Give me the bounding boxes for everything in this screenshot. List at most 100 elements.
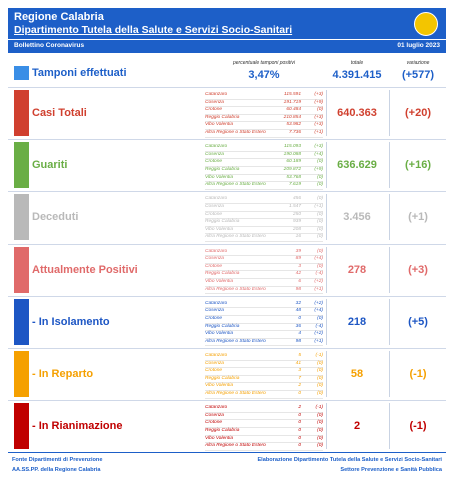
province-value: 16 xyxy=(295,234,301,240)
province-name: Catanzaro xyxy=(205,196,228,202)
province-change: (0) xyxy=(317,435,323,441)
province-row: Crotone 250 (0) xyxy=(205,212,323,220)
percent-value: 3,47% xyxy=(248,69,280,81)
province-list: Catanzaro 2 (-1) Cosenza 0 (0) Crotone 0 (0) Regg… xyxy=(205,405,323,451)
province-row: Cosenza 48 (+4) xyxy=(205,308,323,316)
province-name: Crotone xyxy=(205,211,223,217)
section-marker xyxy=(14,194,29,241)
province-name: Crotone xyxy=(205,368,223,374)
province-row: Crotone 0 (0) xyxy=(205,316,323,324)
province-value: 48 xyxy=(295,308,301,314)
province-name: Cosenza xyxy=(205,256,224,262)
section-total: 2 xyxy=(353,420,361,433)
header-rule xyxy=(8,39,446,40)
section-variation: (+1) xyxy=(408,211,428,224)
province-name: Reggio Calabria xyxy=(205,375,240,381)
province-value: 0 xyxy=(298,435,301,441)
province-row: Reggio Calabria 7 (0) xyxy=(205,376,323,384)
section-total: 636.629 xyxy=(337,159,377,172)
province-change: (-1) xyxy=(315,353,323,358)
province-name: Reggio Calabria xyxy=(205,219,240,225)
province-row: Altra Regione o Stato Estero 7.736 (+1) xyxy=(205,130,323,138)
province-value: 0 xyxy=(298,420,301,426)
section: - In Reparto Catanzaro 5 (-1) Cosenza 41 (0) Cr… xyxy=(8,348,446,399)
province-change: (+3) xyxy=(314,114,323,120)
province-change: (0) xyxy=(317,248,323,254)
column-separator xyxy=(389,142,390,189)
province-name: Vibo Valentia xyxy=(205,278,234,284)
province-change: (+4) xyxy=(314,256,323,262)
total-heading: totale xyxy=(350,60,364,66)
province-name: Catanzaro xyxy=(205,353,228,358)
province-value: 7.619 xyxy=(288,182,301,188)
section-total: 218 xyxy=(347,315,367,328)
column-separator xyxy=(389,246,390,293)
province-row: Vibo Valentia 2 (0) xyxy=(205,383,323,391)
tamponi-total: 4.391.415 xyxy=(332,69,382,81)
tamponi-label: Tamponi effettuati xyxy=(32,67,127,79)
header: Regione Calabria Dipartimento Tutela del… xyxy=(8,8,446,53)
province-value: 5 xyxy=(298,353,301,358)
province-row: Cosenza 41 (0) xyxy=(205,361,323,369)
province-value: 4 xyxy=(298,331,301,337)
section-label: Casi Totali xyxy=(32,107,87,119)
province-name: Crotone xyxy=(205,420,223,426)
province-name: Vibo Valentia xyxy=(205,174,234,180)
province-name: Cosenza xyxy=(205,360,224,366)
province-value: 32 xyxy=(295,300,301,306)
section: - In Isolamento Catanzaro 32 (+2) Cosenza 48 (… xyxy=(8,295,446,347)
tamponi-row: Tamponi effettuati percentuale tamponi p… xyxy=(8,60,446,84)
province-value: 36 xyxy=(295,323,301,329)
section-variation: (-1) xyxy=(409,368,427,380)
section-label: - In Reparto xyxy=(32,368,94,380)
section-total: 3.456 xyxy=(343,211,371,224)
section-label: - In Isolamento xyxy=(32,315,110,328)
percent-heading: percentuale tamponi positivi xyxy=(233,60,295,66)
province-value: 939 xyxy=(292,219,301,225)
province-row: Catanzaro 32 (+2) xyxy=(205,301,323,309)
province-value: 190.088 xyxy=(283,151,301,157)
province-change: (0) xyxy=(317,211,323,217)
province-row: Reggio Calabria 42 (-4) xyxy=(205,271,323,279)
province-change: (0) xyxy=(317,390,323,396)
province-name: Crotone xyxy=(205,159,223,165)
province-change: (-4) xyxy=(315,323,323,329)
province-change: (+1) xyxy=(314,338,323,344)
province-value: 208 xyxy=(292,226,301,232)
province-row: Vibo Valentia 53.768 (0) xyxy=(205,175,323,183)
province-change: (0) xyxy=(317,226,323,232)
province-name: Crotone xyxy=(205,315,223,321)
column-separator xyxy=(389,351,390,397)
province-name: Cosenza xyxy=(205,308,224,314)
section-total: 640.363 xyxy=(337,107,377,119)
province-value: 39 xyxy=(295,248,301,254)
province-value: 115.591 xyxy=(284,92,301,97)
section-label: Guariti xyxy=(32,159,68,172)
province-row: Altra Regione o Stato Estero 0 (0) xyxy=(205,391,323,399)
province-row: Cosenza 0 (0) xyxy=(205,413,323,421)
province-row: Altra Regione o Stato Estero 0 (0) xyxy=(205,443,323,451)
province-name: Altra Regione o Stato Estero xyxy=(205,129,266,135)
province-value: 1.547 xyxy=(288,203,301,209)
province-list: Catanzaro 39 (0) Cosenza 89 (+4) Crotone 3 (0) Re… xyxy=(205,249,323,295)
province-change: (+9) xyxy=(314,99,323,105)
province-change: (0) xyxy=(317,383,323,389)
province-name: Cosenza xyxy=(205,203,224,209)
section-marker xyxy=(14,298,29,345)
province-change: (+3) xyxy=(314,144,323,150)
province-row: Catanzaro 5 (-1) xyxy=(205,353,323,361)
province-value: 115.093 xyxy=(284,144,301,150)
tamponi-marker xyxy=(14,66,29,80)
province-name: Catanzaro xyxy=(205,92,228,97)
section-variation: (-1) xyxy=(409,420,427,433)
province-row: Crotone 0 (0) xyxy=(205,420,323,428)
province-name: Catanzaro xyxy=(205,144,228,150)
province-row: Catanzaro 115.591 (+3) xyxy=(205,92,323,100)
province-value: 2 xyxy=(298,405,301,411)
province-value: 98 xyxy=(295,286,301,292)
department-title: Dipartimento Tutela della Salute e Servi… xyxy=(14,24,293,36)
section: Attualmente Positivi Catanzaro 39 (0) Cosenz… xyxy=(8,243,446,295)
province-value: 60.189 xyxy=(286,159,301,165)
bulletin-label: Bollettino Coronavirus xyxy=(14,42,85,49)
province-value: 7 xyxy=(298,375,301,381)
